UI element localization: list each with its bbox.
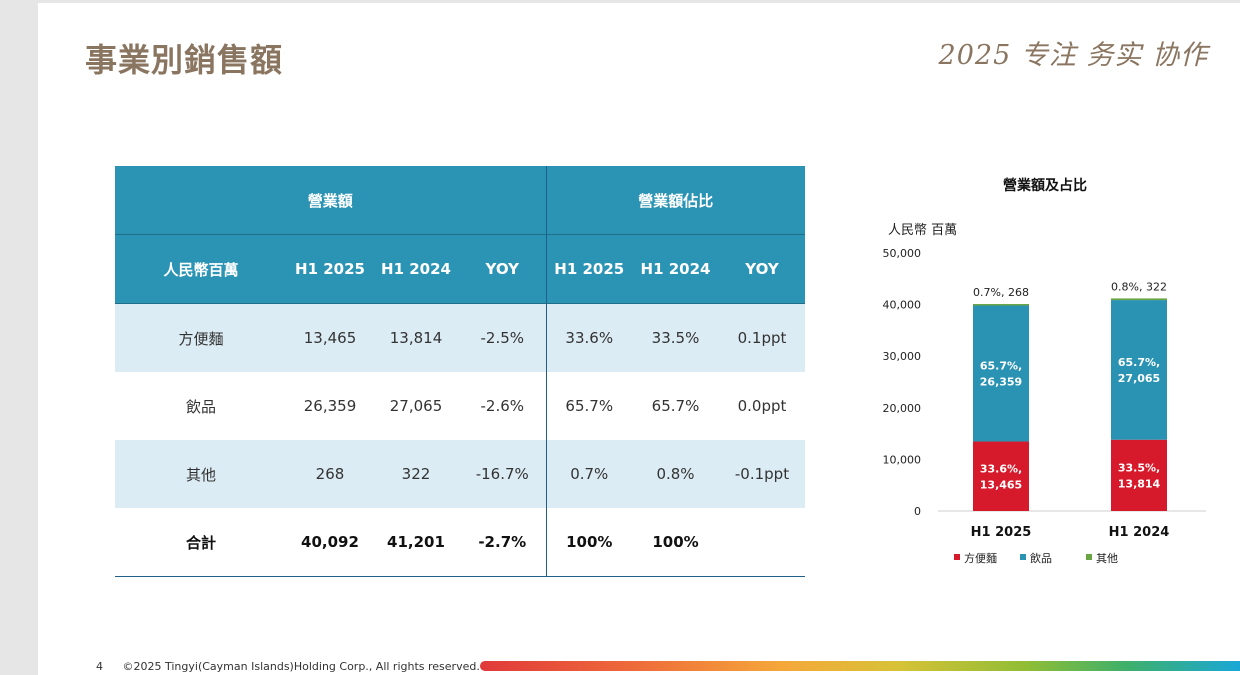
bar-segment: [1111, 300, 1167, 440]
table-cell: -2.5%: [459, 303, 546, 372]
data-label: 0.7%, 268: [973, 286, 1029, 299]
table-cell: 322: [373, 440, 459, 508]
legend-entry: 方便麵: [964, 551, 997, 565]
table-cell: 27,065: [389, 397, 443, 415]
x-tick-label: H1 2025: [971, 525, 1032, 540]
table-cell: 0.1ppt: [719, 303, 805, 372]
revenue-chart: 營業額及占比人民幣 百萬 0 10,000 20,000 30,000 40,000 50,…: [828, 163, 1228, 587]
decorative-gradient-bar: [480, 661, 1240, 671]
table-cell: 0.7%: [545, 440, 632, 508]
table-cell: 100%: [545, 508, 632, 577]
table-cell: 0.0ppt: [737, 397, 787, 415]
legend-swatch: [1086, 554, 1092, 560]
y-tick-label: 20,000: [883, 402, 922, 415]
y-tick-label: 0: [914, 505, 921, 518]
col-header: H1 2024: [632, 234, 719, 304]
table-total-row: 合計 40,092 41,201 -2.7% 100% 100%: [115, 508, 805, 577]
table-row: 飲品 26,359 27,065 -2.6% 65.7% 65.7% 0.0pp…: [115, 372, 805, 440]
data-label: 13,465: [980, 478, 1022, 491]
x-tick-label: H1 2024: [1109, 525, 1170, 540]
unit-header: 人民幣百萬: [115, 234, 287, 304]
slide: 事業別銷售額 2025 专注 务实 协作 營業額 營業額佔比 人民幣百萬 H1 …: [38, 3, 1240, 675]
col-header: YOY: [719, 234, 805, 304]
col-header: YOY: [459, 234, 546, 304]
group-header-revenue: 營業額: [115, 166, 546, 235]
sales-table: 營業額 營業額佔比 人民幣百萬 H1 2025 H1 2024 YOY H1 2…: [115, 166, 805, 577]
bar-segment: [1111, 439, 1167, 511]
y-tick-label: 40,000: [883, 299, 922, 312]
copyright: ©2025 Tingyi(Cayman Islands)Holding Corp…: [122, 660, 480, 673]
data-label: 26,359: [980, 376, 1022, 389]
table-cell: 65.7%: [545, 372, 632, 440]
chart-y-unit-label: 人民幣 百萬: [888, 223, 957, 238]
data-label: 0.8%, 322: [1111, 280, 1167, 293]
bar-segment: [973, 304, 1029, 306]
page-title: 事業別銷售額: [85, 41, 284, 79]
data-label: 33.6%,: [980, 462, 1022, 475]
table-cell: 40,092: [287, 508, 373, 577]
table-cell: -0.1ppt: [719, 440, 805, 508]
table-cell: 13,465: [287, 303, 373, 372]
group-header-share: 營業額佔比: [545, 166, 805, 235]
table-cell: 41,201: [373, 508, 459, 577]
chart-title: 營業額及占比: [1003, 177, 1087, 194]
table-cell: 33.5%: [632, 303, 719, 372]
table-cell: -2.6%: [480, 397, 525, 415]
table-row: 其他 268 322 -16.7% 0.7% 0.8% -0.1ppt: [115, 440, 805, 508]
bar-segment: [973, 441, 1029, 511]
table-cell: -16.7%: [459, 440, 546, 508]
table-cell: 268: [287, 440, 373, 508]
table-cell: 13,814: [373, 303, 459, 372]
table-cell: 65.7%: [651, 397, 700, 415]
y-tick-label: 30,000: [883, 350, 922, 363]
data-label: 13,814: [1118, 477, 1161, 490]
legend-entry: 其他: [1096, 552, 1118, 565]
col-header: H1 2025: [287, 234, 373, 304]
table-cell: 100%: [632, 508, 719, 577]
col-header: H1 2024: [373, 234, 459, 304]
page-number: 4: [96, 660, 103, 673]
legend-entry: 飲品: [1030, 551, 1052, 565]
y-tick-label: 10,000: [883, 453, 922, 466]
bar-segment: [1111, 298, 1167, 301]
table-cell: 0.8%: [632, 440, 719, 508]
footer: 4 ©2025 Tingyi(Cayman Islands)Holding Co…: [96, 660, 480, 673]
table-cell: 26,359: [303, 397, 357, 415]
legend-swatch: [1020, 554, 1026, 560]
row-label: 其他: [115, 440, 287, 508]
y-tick-label: 50,000: [883, 247, 922, 260]
data-label: 65.7%,: [980, 360, 1022, 373]
slogan: 2025 专注 务实 协作: [938, 40, 1208, 71]
row-label: 方便麵: [115, 303, 287, 372]
row-label: 合計: [115, 508, 287, 577]
col-header: H1 2025: [545, 234, 632, 304]
table-cell: [719, 508, 805, 577]
table-cell: 33.6%: [545, 303, 632, 372]
data-label: 65.7%,: [1118, 356, 1160, 369]
table-cell: -2.7%: [459, 508, 546, 577]
data-label: 33.5%,: [1118, 461, 1160, 474]
legend-swatch: [954, 554, 960, 560]
table-row: 方便麵 13,465 13,814 -2.5% 33.6% 33.5% 0.1p…: [115, 303, 805, 372]
row-label: 飲品: [185, 397, 216, 416]
data-label: 27,065: [1118, 372, 1160, 385]
bar-segment: [973, 305, 1029, 442]
